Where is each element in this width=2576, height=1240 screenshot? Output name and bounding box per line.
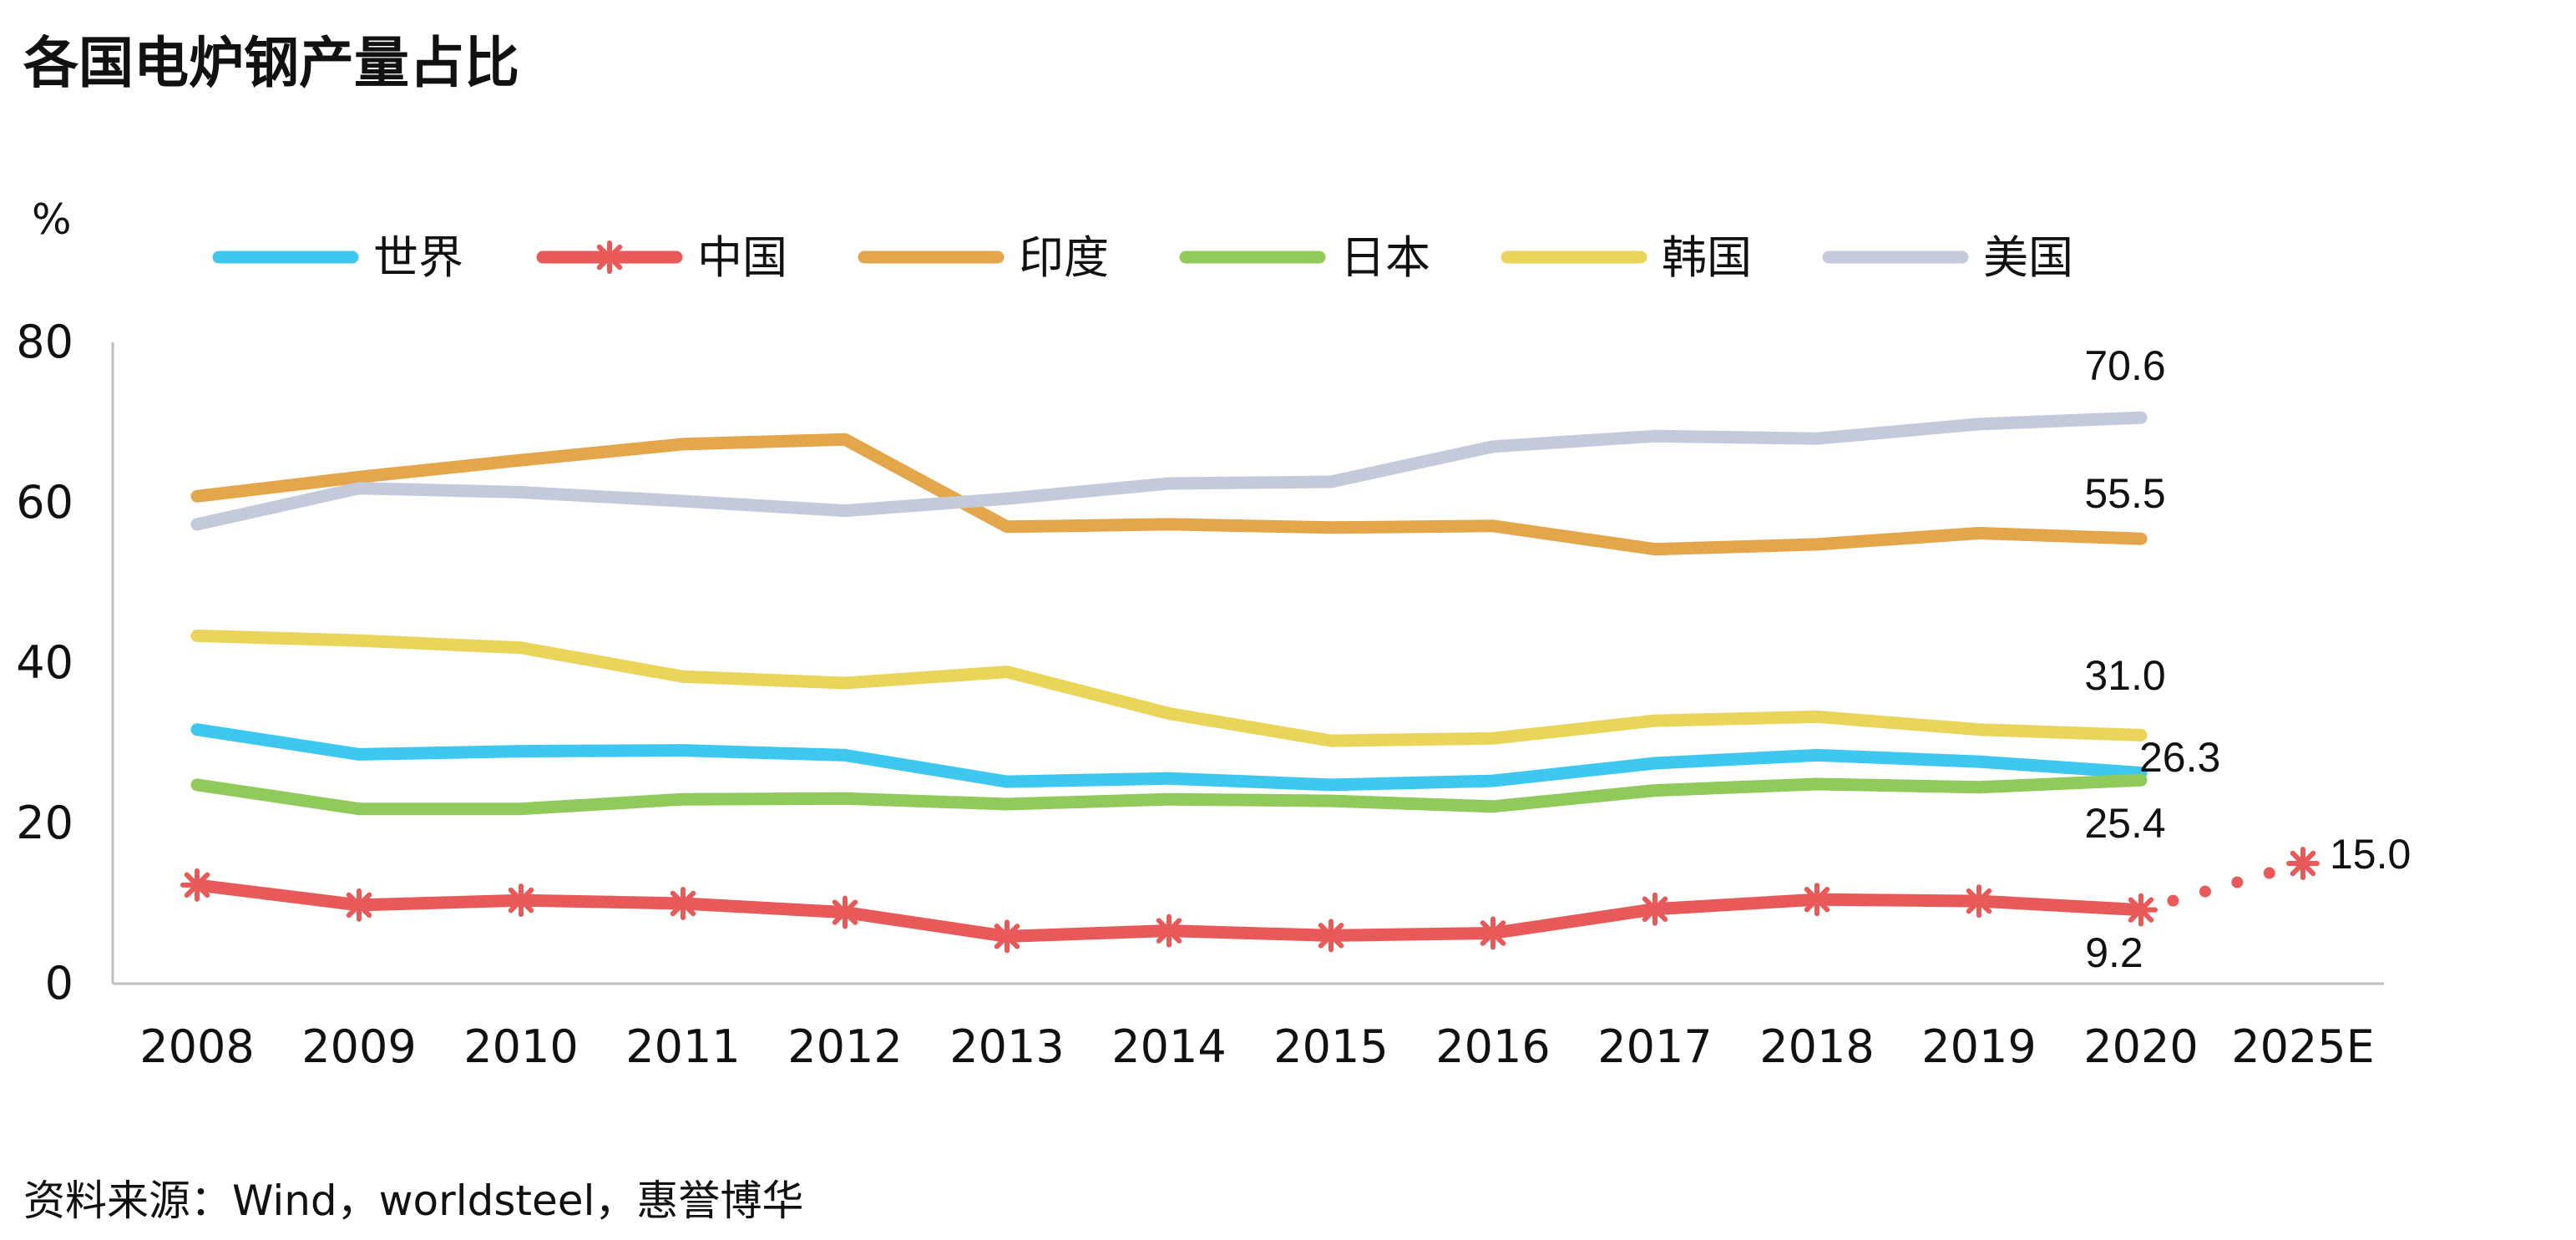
projection-point-marker — [2286, 847, 2320, 880]
legend-label: 世界 — [373, 231, 463, 284]
series-line-美国 — [190, 411, 2148, 531]
y-tick-label: 60 — [16, 476, 73, 529]
y-tick-label: 20 — [16, 797, 73, 849]
asterisk-stroke — [1804, 886, 1830, 913]
legend-item-美国: 美国 — [1822, 231, 2073, 284]
source-note: 资料来源：Wind，worldsteel，惠誉博华 — [23, 1177, 804, 1225]
asterisk-stroke — [1318, 923, 1344, 949]
x-tick-label: 2020 — [2083, 1020, 2198, 1073]
series-line-韩国 — [190, 629, 2148, 747]
legend: 世界 中国 印度 日本 韩国 美国 — [212, 231, 2073, 284]
asterisk-stroke — [994, 924, 1020, 949]
data-point-marker — [1962, 884, 1996, 919]
data-point-marker — [666, 887, 700, 920]
data-label-中国: 9.2 — [2085, 929, 2143, 976]
asterisk-stroke — [670, 890, 696, 917]
x-tick-label: 2012 — [787, 1020, 902, 1073]
asterisk-stroke — [1156, 918, 1182, 944]
data-label-印度: 55.5 — [2084, 470, 2165, 517]
data-labels: 70.6 55.5 31.0 26.3 25.4 9.2 15.0 — [2084, 342, 2411, 976]
data-point-marker — [1638, 892, 1672, 926]
projection-line-中国 — [2135, 858, 2309, 916]
asterisk-stroke — [1642, 896, 1668, 922]
asterisk-stroke — [508, 887, 534, 914]
data-point-marker — [990, 919, 1024, 954]
x-tick-label: 2025E — [2231, 1020, 2375, 1073]
legend-label: 韩国 — [1662, 231, 1752, 284]
asterisk-stroke — [1480, 920, 1506, 946]
x-tick-label: 2016 — [1435, 1020, 1550, 1073]
x-tick-label: 2010 — [463, 1020, 578, 1073]
x-tick-label: 2017 — [1597, 1020, 1712, 1073]
legend-item-中国: 中国 — [536, 231, 787, 284]
legend-label: 日本 — [1340, 231, 1430, 284]
axes: % 0 20 40 60 80 2008 2009 2010 2011 2012 2013 2014 20… — [16, 195, 2384, 1073]
x-tick-label: 2008 — [139, 1020, 254, 1073]
legend-item-韩国: 韩国 — [1501, 231, 1752, 284]
data-point-marker — [342, 888, 376, 922]
legend-item-世界: 世界 — [212, 231, 463, 284]
data-point-marker — [1800, 883, 1834, 917]
data-point-marker — [180, 868, 214, 902]
legend-label: 印度 — [1019, 231, 1109, 284]
x-tick-label: 2019 — [1921, 1020, 2036, 1073]
legend-label: 中国 — [697, 231, 787, 284]
data-label-日本: 25.4 — [2084, 800, 2165, 847]
series-line-印度 — [190, 433, 2148, 556]
data-point-marker — [1476, 916, 1510, 950]
x-tick-label: 2018 — [1759, 1020, 1874, 1073]
series-line-日本 — [190, 773, 2148, 816]
data-point-marker — [1314, 919, 1348, 953]
data-point-marker — [828, 895, 862, 929]
asterisk-stroke — [2290, 850, 2316, 877]
x-tick-label: 2011 — [625, 1020, 740, 1073]
asterisk-stroke — [346, 892, 372, 919]
series-line-世界 — [190, 723, 2148, 792]
data-label-中国: 15.0 — [2330, 831, 2411, 878]
chart-title: 各国电炉钢产量占比 — [23, 31, 519, 95]
data-label-美国: 70.6 — [2084, 342, 2165, 389]
asterisk-stroke — [596, 244, 623, 271]
series-lines — [180, 411, 2320, 954]
asterisk-stroke — [832, 899, 858, 925]
x-tick-label: 2014 — [1111, 1020, 1226, 1073]
legend-label: 美国 — [1983, 231, 2073, 284]
x-tick-label: 2015 — [1273, 1020, 1388, 1073]
data-label-韩国: 31.0 — [2084, 652, 2165, 699]
legend-item-日本: 日本 — [1179, 231, 1430, 284]
legend-item-印度: 印度 — [858, 231, 1109, 284]
asterisk-stroke — [184, 872, 210, 898]
legend-marker — [593, 240, 626, 274]
asterisk-stroke — [1966, 888, 1992, 914]
y-tick-label: 0 — [45, 957, 73, 1010]
x-tick-label: 2013 — [949, 1020, 1064, 1073]
y-tick-label: 80 — [16, 316, 73, 368]
data-label-世界: 26.3 — [2139, 734, 2220, 781]
data-point-marker — [1152, 914, 1186, 948]
x-tick-label: 2009 — [301, 1020, 416, 1073]
y-tick-label: 40 — [16, 636, 73, 689]
data-point-marker — [504, 883, 538, 918]
y-axis-unit: % — [32, 195, 72, 244]
